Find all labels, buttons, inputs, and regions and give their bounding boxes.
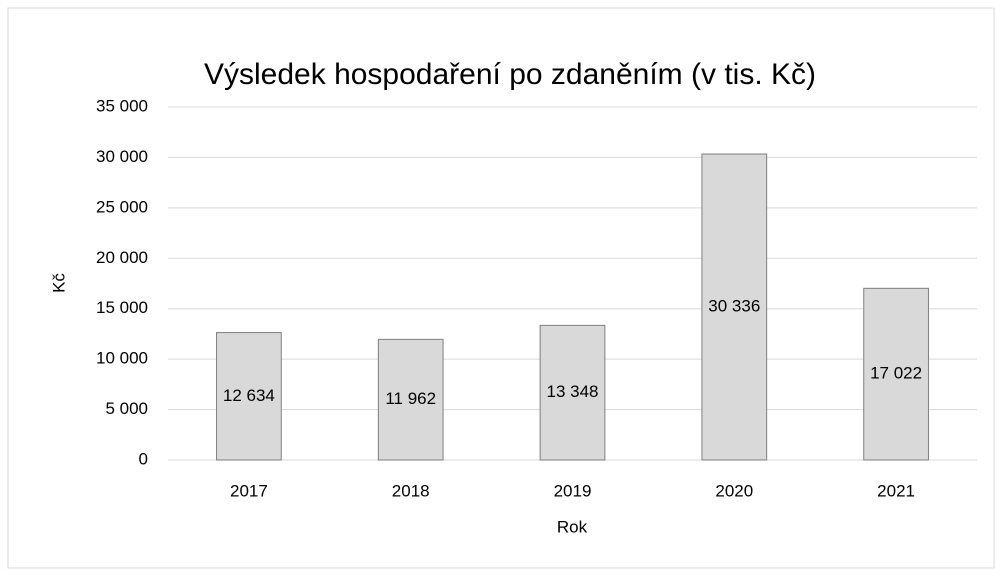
x-tick-label: 2021 <box>877 481 915 500</box>
value-label: 13 348 <box>547 382 599 401</box>
y-tick-label: 0 <box>139 449 148 468</box>
bar <box>216 332 282 461</box>
chart-frame <box>7 7 995 569</box>
x-tick-label: 2020 <box>715 481 753 500</box>
bar <box>539 324 606 461</box>
y-axis-label: Kč <box>49 273 68 293</box>
bar <box>701 153 768 461</box>
value-label: 12 634 <box>223 386 275 405</box>
y-tick-label: 5 000 <box>105 399 148 418</box>
y-tick-label: 20 000 <box>96 248 148 267</box>
y-tick-label: 15 000 <box>96 298 148 317</box>
bar <box>863 287 929 461</box>
y-tick-label: 10 000 <box>96 349 148 368</box>
y-tick-label: 30 000 <box>96 147 148 166</box>
x-tick-label: 2019 <box>554 481 592 500</box>
value-label: 30 336 <box>708 297 760 316</box>
y-tick-label: 25 000 <box>96 197 148 216</box>
x-tick-label: 2018 <box>392 481 430 500</box>
x-axis-label: Rok <box>557 517 588 536</box>
x-tick-label: 2017 <box>230 481 268 500</box>
chart-title: Výsledek hospodaření po zdaněním (v tis.… <box>204 58 816 91</box>
value-label: 17 022 <box>870 364 922 383</box>
value-label: 11 962 <box>385 389 436 408</box>
y-tick-label: 35 000 <box>96 96 148 115</box>
bar <box>377 338 444 461</box>
